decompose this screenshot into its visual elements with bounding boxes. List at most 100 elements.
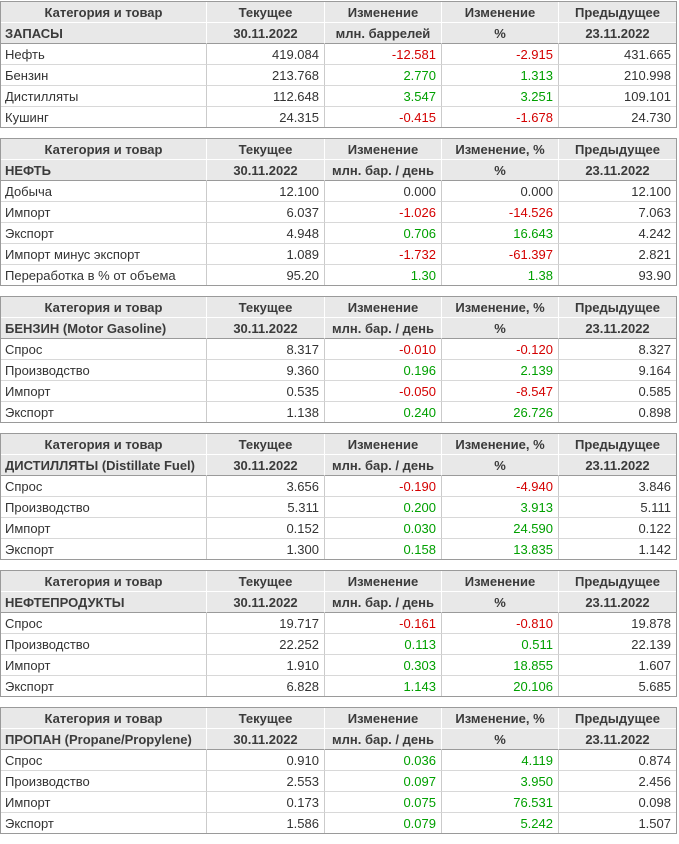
change-percent-value: 5.242 (442, 813, 559, 833)
change-percent-value: -1.678 (442, 107, 559, 127)
col-header-previous: Предыдущее (559, 708, 676, 729)
previous-value: 24.730 (559, 107, 676, 127)
change-percent-value: 3.950 (442, 771, 559, 792)
table-row: Производство 22.252 0.113 0.511 22.139 (1, 634, 676, 655)
table-row: Импорт 0.173 0.075 76.531 0.098 (1, 792, 676, 813)
row-label: Производство (1, 634, 207, 655)
col-header-change-percent: Изменение (442, 2, 559, 23)
column-header-row: Категория и товар Текущее Изменение Изменен… (1, 139, 676, 160)
change-value: 0.079 (325, 813, 442, 833)
change-percent-value: -0.120 (442, 339, 559, 360)
change-value: -12.581 (325, 44, 442, 65)
col-header-previous: Предыдущее (559, 139, 676, 160)
col-header-change: Изменение (325, 139, 442, 160)
column-header-row: Категория и товар Текущее Изменение Изменен… (1, 571, 676, 592)
table-row: Дистилляты 112.648 3.547 3.251 109.101 (1, 86, 676, 107)
row-label: Производство (1, 771, 207, 792)
change-percent-value: 1.38 (442, 265, 559, 285)
unit-label: млн. бар. / день (325, 729, 442, 750)
change-value: -0.415 (325, 107, 442, 127)
previous-value: 0.098 (559, 792, 676, 813)
row-label: Спрос (1, 476, 207, 497)
table-row: Импорт 0.152 0.030 24.590 0.122 (1, 518, 676, 539)
current-value: 12.100 (207, 181, 325, 202)
section-title: ЗАПАСЫ (1, 23, 207, 44)
section-header-row: НЕФТЬ 30.11.2022 млн. бар. / день% 23.11.20… (1, 160, 676, 181)
change-value: 0.240 (325, 402, 442, 422)
previous-value: 4.242 (559, 223, 676, 244)
previous-value: 12.100 (559, 181, 676, 202)
current-date: 30.11.2022 (207, 160, 325, 181)
change-percent-value: -4.940 (442, 476, 559, 497)
column-header-row: Категория и товар Текущее Изменение Изменен… (1, 2, 676, 23)
change-value: -1.026 (325, 202, 442, 223)
petroleum-products-table: Категория и товар Текущее Изменение Изменен… (0, 570, 677, 697)
row-label: Импорт (1, 518, 207, 539)
change-value: 0.075 (325, 792, 442, 813)
change-percent-value: 3.913 (442, 497, 559, 518)
col-header-previous: Предыдущее (559, 571, 676, 592)
change-value: 1.143 (325, 676, 442, 696)
table-row: Импорт 1.910 0.303 18.855 1.607 (1, 655, 676, 676)
row-label: Импорт (1, 792, 207, 813)
col-header-category: Категория и товар (1, 571, 207, 592)
previous-value: 2.821 (559, 244, 676, 265)
percent-symbol: % (442, 160, 559, 181)
current-value: 8.317 (207, 339, 325, 360)
previous-value: 22.139 (559, 634, 676, 655)
previous-value: 3.846 (559, 476, 676, 497)
col-header-change: Изменение (325, 571, 442, 592)
row-label: Спрос (1, 750, 207, 771)
previous-date: 23.11.2022 (559, 592, 676, 613)
change-value: 0.706 (325, 223, 442, 244)
section-header-row: ЗАПАСЫ 30.11.2022 млн. баррелей% 23.11.2022 (1, 23, 676, 44)
col-header-change: Изменение (325, 2, 442, 23)
col-header-current: Текущее (207, 2, 325, 23)
previous-value: 1.142 (559, 539, 676, 559)
change-percent-value: 13.835 (442, 539, 559, 559)
change-value: 0.113 (325, 634, 442, 655)
previous-value: 7.063 (559, 202, 676, 223)
previous-value: 0.585 (559, 381, 676, 402)
change-percent-value: -8.547 (442, 381, 559, 402)
crude-oil-table: Категория и товар Текущее Изменение Изменен… (0, 138, 677, 286)
change-percent-value: 3.251 (442, 86, 559, 107)
col-header-category: Категория и товар (1, 708, 207, 729)
row-label: Экспорт (1, 813, 207, 833)
change-value: -1.732 (325, 244, 442, 265)
current-value: 3.656 (207, 476, 325, 497)
current-value: 22.252 (207, 634, 325, 655)
previous-value: 1.507 (559, 813, 676, 833)
table-row: Спрос 19.717 -0.161 -0.810 19.878 (1, 613, 676, 634)
col-header-previous: Предыдущее (559, 297, 676, 318)
previous-value: 8.327 (559, 339, 676, 360)
col-header-current: Текущее (207, 297, 325, 318)
change-percent-value: 76.531 (442, 792, 559, 813)
previous-value: 5.111 (559, 497, 676, 518)
col-header-change: Изменение (325, 297, 442, 318)
col-header-category: Категория и товар (1, 139, 207, 160)
change-value: 2.770 (325, 65, 442, 86)
table-row: Экспорт 4.948 0.706 16.643 4.242 (1, 223, 676, 244)
current-value: 1.300 (207, 539, 325, 559)
change-percent-value: -0.810 (442, 613, 559, 634)
current-value: 0.910 (207, 750, 325, 771)
section-title: ДИСТИЛЛЯТЫ (Distillate Fuel) (1, 455, 207, 476)
current-date: 30.11.2022 (207, 318, 325, 339)
col-header-current: Текущее (207, 571, 325, 592)
table-row: Производство 5.311 0.200 3.913 5.111 (1, 497, 676, 518)
table-row: Добыча 12.100 0.000 0.000 12.100 (1, 181, 676, 202)
change-value: 0.030 (325, 518, 442, 539)
table-row: Спрос 3.656 -0.190 -4.940 3.846 (1, 476, 676, 497)
col-header-change: Изменение (325, 434, 442, 455)
table-row: Спрос 8.317 -0.010 -0.120 8.327 (1, 339, 676, 360)
col-header-category: Категория и товар (1, 297, 207, 318)
change-value: -0.010 (325, 339, 442, 360)
current-date: 30.11.2022 (207, 592, 325, 613)
current-value: 419.084 (207, 44, 325, 65)
table-row: Нефть 419.084 -12.581 -2.915 431.665 (1, 44, 676, 65)
distillates-table: Категория и товар Текущее Изменение Изменен… (0, 433, 677, 560)
previous-date: 23.11.2022 (559, 729, 676, 750)
current-value: 1.586 (207, 813, 325, 833)
previous-value: 5.685 (559, 676, 676, 696)
